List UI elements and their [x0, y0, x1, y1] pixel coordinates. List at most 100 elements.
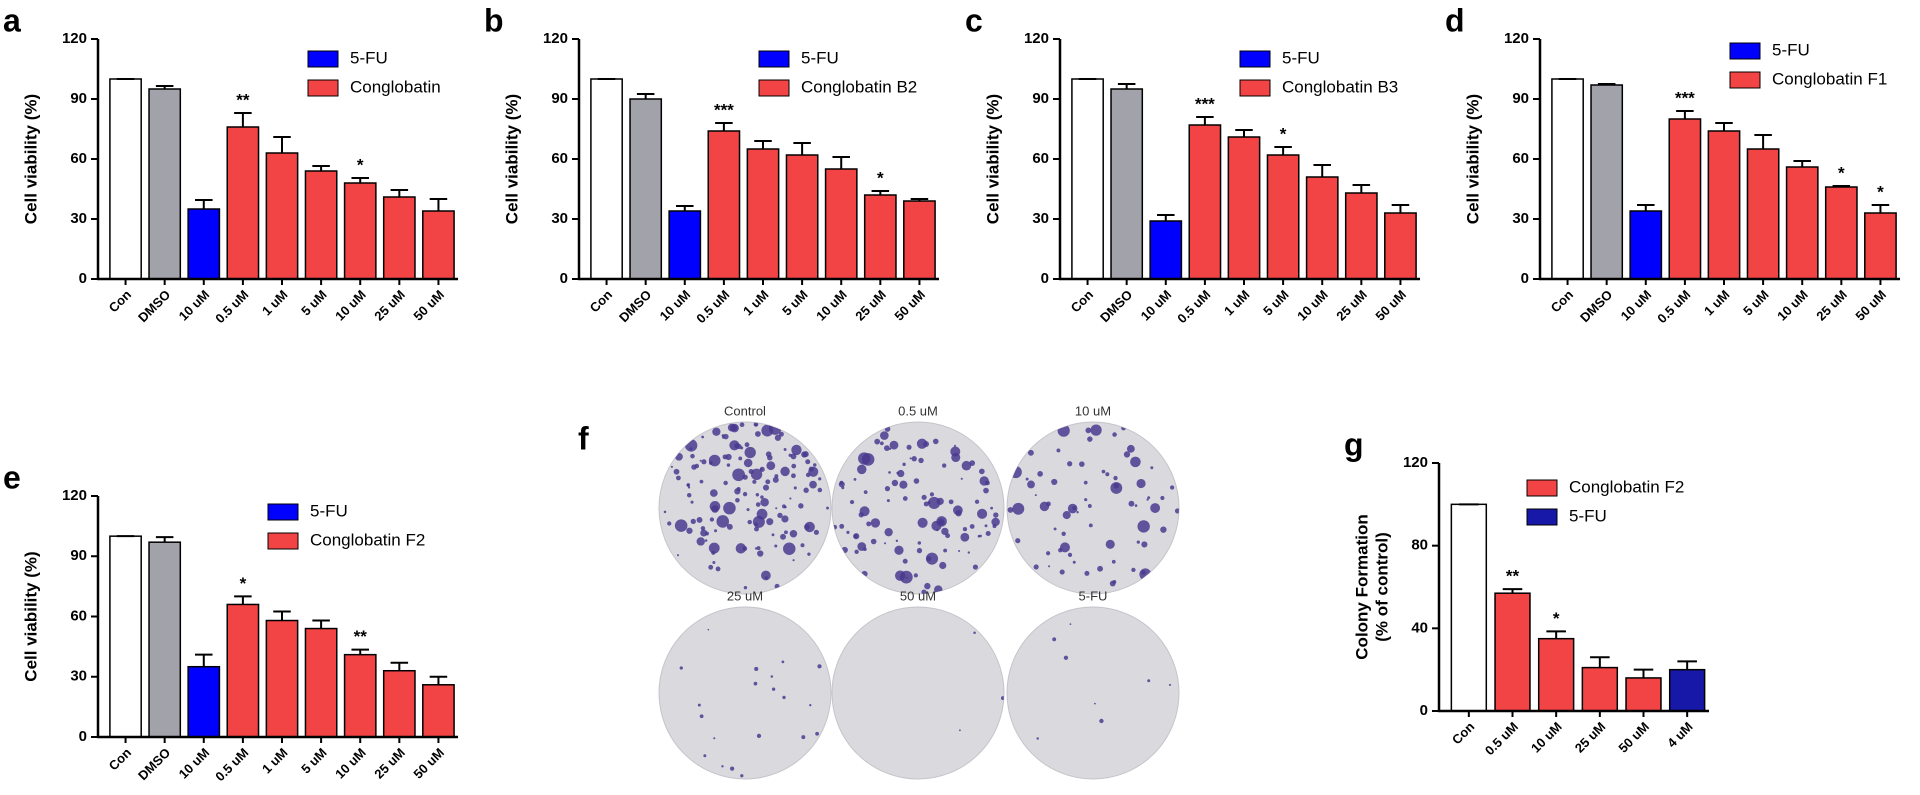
colony	[928, 496, 941, 510]
colony	[894, 570, 906, 581]
colony	[895, 539, 899, 543]
x-tick-label: 25 uM	[1572, 719, 1609, 756]
y-axis-label: Cell viability (%)	[983, 94, 1002, 224]
colony	[778, 431, 784, 437]
colony	[1174, 508, 1179, 514]
colony	[1113, 482, 1120, 489]
colony	[713, 737, 716, 740]
y-tick-label: 30	[70, 668, 87, 685]
colony	[703, 754, 707, 758]
colony	[916, 547, 923, 554]
colony	[849, 499, 855, 505]
colony	[670, 465, 673, 468]
colony	[696, 537, 705, 546]
colony	[1147, 496, 1151, 500]
colony	[808, 466, 814, 472]
colony	[1069, 623, 1072, 626]
colony	[891, 479, 899, 487]
colony	[1037, 471, 1043, 477]
colony	[1146, 498, 1149, 501]
colony	[960, 477, 963, 480]
colony	[938, 518, 945, 525]
colony	[1061, 531, 1066, 536]
x-tick-label: Con	[587, 287, 616, 316]
bar	[1071, 78, 1104, 280]
x-tick-label: 50 uM	[1615, 719, 1652, 756]
x-tick-label: 0.5 uM	[1174, 287, 1213, 326]
y-axis-label: Cell viability (%)	[21, 551, 40, 681]
colony	[1131, 567, 1136, 573]
y-tick-label: 0	[1041, 270, 1049, 287]
significance-label: ***	[1195, 94, 1215, 113]
colony	[884, 445, 890, 451]
legend-label: Conglobatin F1	[1772, 69, 1887, 88]
colony	[771, 533, 775, 537]
colony	[1137, 520, 1150, 533]
legend-label: 5-FU	[310, 501, 348, 520]
colony	[962, 526, 968, 532]
colony	[699, 459, 702, 462]
x-tick-label: 10 uM	[176, 745, 213, 782]
colony	[1025, 477, 1029, 481]
colony	[800, 543, 805, 548]
colony	[921, 589, 927, 594]
colony	[958, 549, 961, 553]
colony	[1097, 565, 1103, 572]
x-tick-label: 10 uM	[1618, 287, 1655, 324]
colony	[854, 549, 859, 554]
colony	[772, 476, 779, 483]
legend-swatch	[1526, 479, 1558, 497]
colony	[870, 518, 881, 528]
dish	[658, 421, 832, 595]
colony	[932, 438, 939, 445]
colony	[791, 473, 796, 479]
colony	[1034, 494, 1037, 497]
bar	[422, 684, 455, 738]
colony	[780, 466, 790, 477]
y-tick-label: 120	[543, 30, 568, 47]
colony	[704, 539, 708, 542]
significance-label: ***	[1675, 88, 1695, 107]
colony	[902, 462, 906, 467]
colony	[782, 504, 786, 509]
colony	[977, 508, 988, 519]
colony	[1056, 448, 1061, 453]
colony	[1079, 461, 1085, 467]
legend-swatch	[1239, 50, 1271, 68]
colony	[909, 457, 912, 460]
colony	[953, 444, 957, 447]
significance-label: ***	[714, 100, 734, 119]
colony	[1076, 511, 1079, 514]
colony	[884, 542, 887, 545]
colony	[1067, 552, 1073, 557]
colony	[775, 507, 778, 510]
colony	[1072, 560, 1076, 564]
colony	[708, 564, 714, 570]
colony	[805, 459, 811, 465]
panel-label: d	[1445, 2, 1465, 38]
colonies	[1007, 424, 1179, 587]
y-axis-label: Cell viability (%)	[21, 94, 40, 224]
colony	[716, 515, 730, 528]
bar	[1110, 88, 1144, 280]
x-tick-label: 25 uM	[371, 745, 408, 782]
x-tick-label: 1 uM	[259, 745, 291, 777]
bar	[1149, 220, 1183, 280]
colony	[744, 442, 750, 448]
colony	[760, 497, 769, 507]
significance-label: *	[877, 168, 884, 187]
colony	[913, 478, 920, 484]
colony	[1136, 540, 1140, 544]
colony	[839, 523, 845, 529]
x-tick-label: 1 uM	[259, 287, 291, 319]
colony	[757, 550, 764, 557]
colony	[1046, 501, 1051, 507]
colony	[902, 496, 908, 501]
bar	[824, 168, 858, 280]
colony	[991, 517, 1000, 527]
colony	[774, 544, 778, 548]
bar	[1581, 666, 1619, 712]
colony	[880, 431, 889, 440]
x-tick-label: 50 uM	[410, 745, 447, 782]
colony	[1128, 500, 1135, 507]
